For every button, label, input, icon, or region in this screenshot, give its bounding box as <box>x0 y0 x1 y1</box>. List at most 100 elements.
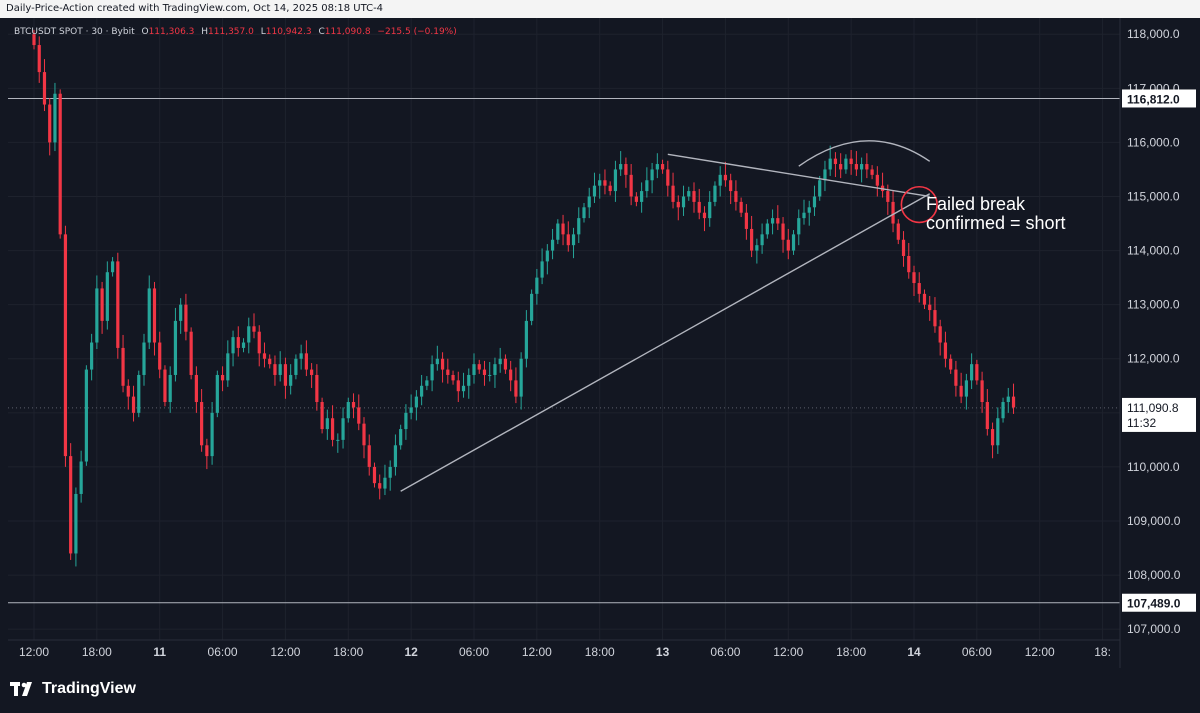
candle-18 <box>126 385 130 397</box>
candle-106 <box>587 196 591 208</box>
candle-158 <box>860 164 864 170</box>
time-tick-label-3: 06:00 <box>208 645 238 659</box>
candle-183 <box>990 429 995 446</box>
time-tick-label-1: 18:00 <box>82 645 112 659</box>
candle-119 <box>655 164 659 170</box>
candle-112 <box>619 164 623 170</box>
candle-95 <box>530 293 534 321</box>
candle-83 <box>467 374 471 386</box>
candle-56 <box>325 418 329 430</box>
candle-96 <box>535 277 539 294</box>
candle-37 <box>226 353 230 381</box>
candle-150 <box>818 180 822 197</box>
candle-13 <box>100 288 104 321</box>
candle-117 <box>645 180 649 192</box>
legend-high-label: H <box>201 27 209 37</box>
candle-157 <box>854 164 858 170</box>
candle-131 <box>718 174 722 186</box>
candle-184 <box>996 418 1000 446</box>
candle-114 <box>629 174 633 197</box>
candle-181 <box>980 380 984 403</box>
candle-11 <box>90 342 94 370</box>
candle-70 <box>399 429 403 446</box>
time-axis[interactable]: 12:00 18:00 11 06:00 12:00 18:00 12 06:00 12:00 1… <box>8 639 1120 659</box>
candle-97 <box>540 261 544 278</box>
candle-104 <box>577 218 581 235</box>
time-tick-label-6: 12 <box>404 645 418 659</box>
candle-116 <box>640 191 644 202</box>
candle-109 <box>603 180 607 186</box>
legend-change: −215.5 (−0.19%) <box>377 27 457 37</box>
candle-27 <box>173 320 178 375</box>
candle-187 <box>1011 396 1016 408</box>
time-tick-label-14: 14 <box>907 645 921 659</box>
candle-134 <box>734 191 738 202</box>
candle-85 <box>477 364 481 370</box>
candle-4 <box>53 93 57 143</box>
time-tick-label-8: 12:00 <box>522 645 552 659</box>
candle-36 <box>220 374 225 381</box>
candle-132 <box>723 174 728 181</box>
candle-8 <box>74 493 78 554</box>
candle-34 <box>210 412 214 457</box>
candle-125 <box>687 191 691 197</box>
candle-74 <box>420 385 424 397</box>
tradingview-logo-icon <box>10 682 32 696</box>
candle-43 <box>257 331 261 354</box>
legend-close: 111,090.8 <box>324 27 371 37</box>
break-circle <box>900 185 938 224</box>
time-tick-label-4: 12:00 <box>270 645 300 659</box>
tradingview-brand[interactable]: TradingView <box>10 680 136 698</box>
level-price-tag-0 <box>1122 89 1196 108</box>
candle-98 <box>545 250 549 262</box>
candle-38 <box>231 337 235 354</box>
candle-17 <box>121 347 125 386</box>
candle-110 <box>608 185 612 192</box>
time-tick-label-11: 06:00 <box>710 645 740 659</box>
candle-86 <box>482 369 487 375</box>
candle-82 <box>461 385 466 392</box>
candle-90 <box>503 358 508 370</box>
candle-169 <box>917 283 921 294</box>
candle-128 <box>702 212 707 219</box>
price-axis-background <box>1120 18 1200 640</box>
candle-22 <box>147 288 151 343</box>
time-tick-label-5: 18:00 <box>333 645 363 659</box>
annotation-line-2: confirmed = short <box>926 213 1066 233</box>
candle-45 <box>268 358 272 365</box>
candle-173 <box>938 326 942 343</box>
candle-20 <box>137 374 141 413</box>
horizontal-levels <box>8 97 1120 604</box>
candle-46 <box>273 364 277 375</box>
ohlc-legend: BTCUSDT SPOT · 30 · Bybit O111,306.3 H11… <box>14 27 457 37</box>
candle-21 <box>142 342 146 375</box>
level-price-tag-1 <box>1122 593 1196 612</box>
candle-79 <box>446 369 450 375</box>
candle-12 <box>95 288 99 343</box>
candle-171 <box>928 304 932 311</box>
time-tick-label-17: 18: <box>1094 645 1111 659</box>
rounded-top-arc <box>798 140 931 167</box>
level-price-label-1: 107,489.0 <box>1127 597 1181 611</box>
candle-123 <box>676 201 680 208</box>
candle-174 <box>943 342 948 359</box>
candle-89 <box>498 358 502 365</box>
candle-115 <box>634 196 638 202</box>
candle-143 <box>781 223 785 240</box>
candle-67 <box>383 477 387 489</box>
candle-113 <box>624 164 628 175</box>
candle-142 <box>776 218 780 224</box>
price-axis[interactable]: 107,000.0 108,000.0 109,000.0 110,000.0 111,… <box>1119 18 1200 668</box>
price-tick-label-8: 115,000.0 <box>1127 189 1180 203</box>
candle-159 <box>865 164 869 170</box>
candle-88 <box>493 364 497 375</box>
candle-35 <box>215 374 219 413</box>
candle-168 <box>912 272 916 284</box>
candle-129 <box>708 201 712 219</box>
candle-15 <box>110 261 115 273</box>
candle-6 <box>63 234 68 457</box>
candle-178 <box>964 380 968 397</box>
candle-80 <box>451 374 455 381</box>
